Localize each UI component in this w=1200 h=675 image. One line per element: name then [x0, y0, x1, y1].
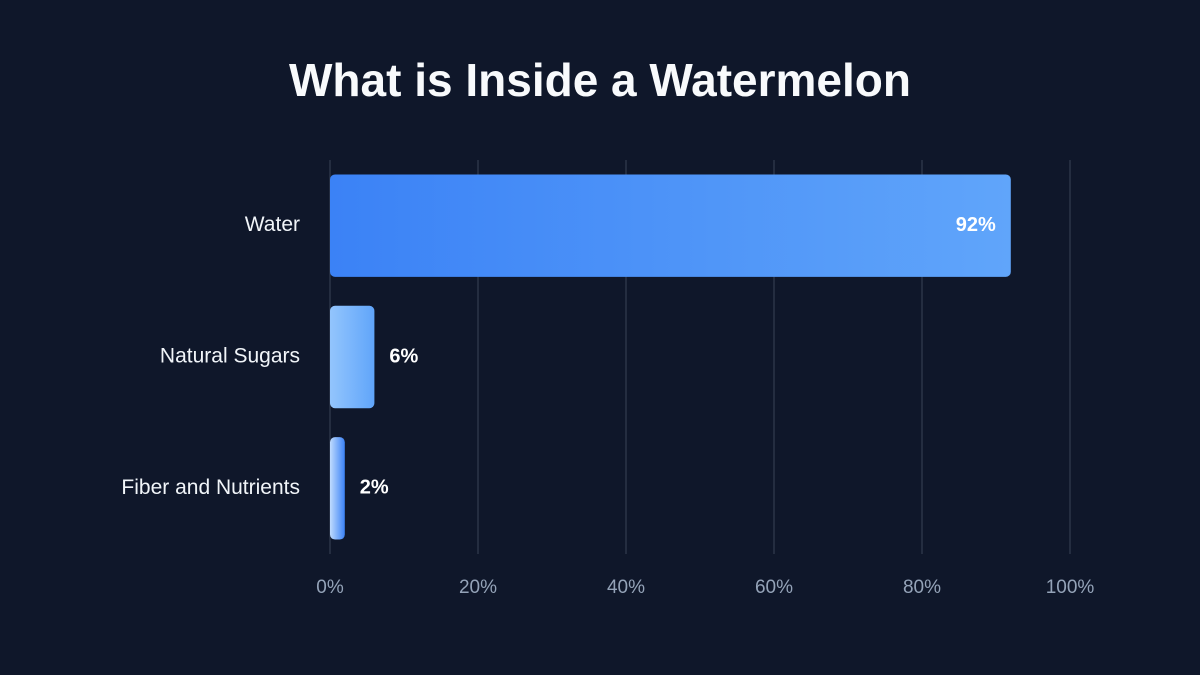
value-label: 6% — [389, 345, 418, 367]
value-label: 92% — [956, 214, 996, 236]
x-tick-label: 80% — [903, 577, 941, 598]
bar — [330, 437, 345, 540]
category-label: Fiber and Nutrients — [121, 476, 300, 499]
x-tick-label: 0% — [316, 577, 344, 598]
chart-title: What is Inside a Watermelon — [289, 54, 911, 106]
bar — [330, 174, 1011, 277]
x-tick-label: 60% — [755, 577, 793, 598]
value-label: 2% — [360, 477, 389, 499]
x-tick-label: 20% — [459, 577, 497, 598]
x-tick-label: 100% — [1046, 577, 1095, 598]
category-label: Natural Sugars — [160, 345, 300, 368]
x-tick-label: 40% — [607, 577, 645, 598]
category-label: Water — [245, 213, 300, 236]
bar — [330, 305, 375, 409]
